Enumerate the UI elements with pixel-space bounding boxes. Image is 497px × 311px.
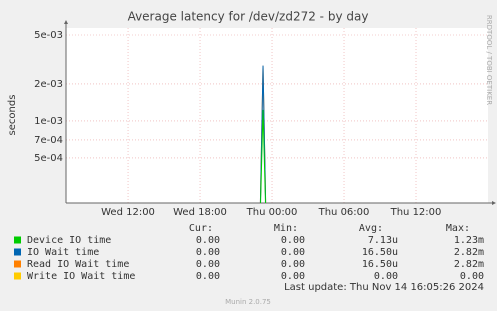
legend-stat: 0.00 bbox=[196, 247, 220, 258]
x-tick-label: Thu 12:00 bbox=[390, 207, 442, 218]
legend-header: Avg: bbox=[359, 223, 383, 234]
legend-stat: 1.23m bbox=[454, 235, 484, 246]
legend-header: Cur: bbox=[189, 223, 213, 234]
footer: Munin 2.0.75 bbox=[225, 298, 271, 306]
x-tick-label: Thu 06:00 bbox=[318, 207, 370, 218]
legend-label: Read IO Wait time bbox=[27, 259, 129, 270]
legend-label: IO Wait time bbox=[27, 247, 99, 258]
legend-stat: 0.00 bbox=[281, 247, 305, 258]
legend-label: Device IO time bbox=[27, 235, 111, 246]
legend-swatch bbox=[14, 272, 21, 280]
legend-header: Min: bbox=[274, 223, 298, 234]
y-tick-label: 5e-03 bbox=[34, 30, 63, 41]
legend-stat: 0.00 bbox=[460, 271, 484, 282]
legend-stat: 2.82m bbox=[454, 259, 484, 270]
legend-swatch bbox=[14, 248, 21, 256]
legend-stat: 0.00 bbox=[281, 271, 305, 282]
legend-stat: 0.00 bbox=[196, 271, 220, 282]
legend-stat: 0.00 bbox=[281, 259, 305, 270]
x-tick-label: Wed 18:00 bbox=[173, 207, 227, 218]
x-tick-label: Wed 12:00 bbox=[101, 207, 155, 218]
legend-stat: 0.00 bbox=[196, 259, 220, 270]
axis-arrow bbox=[64, 20, 68, 24]
legend-stat: 2.82m bbox=[454, 247, 484, 258]
y-axis-label: seconds bbox=[7, 95, 18, 136]
legend-stat: 16.50u bbox=[362, 247, 398, 258]
legend-stat: 0.00 bbox=[374, 271, 398, 282]
legend-header: Max: bbox=[446, 223, 470, 234]
series-line bbox=[260, 109, 266, 203]
y-tick-label: 1e-03 bbox=[34, 116, 63, 127]
y-tick-label: 2e-03 bbox=[34, 79, 63, 90]
y-tick-label: 7e-04 bbox=[34, 135, 63, 146]
legend-stat: 16.50u bbox=[362, 259, 398, 270]
y-tick-label: 5e-04 bbox=[34, 153, 63, 164]
legend-swatch bbox=[14, 260, 21, 268]
x-tick-label: Thu 00:00 bbox=[246, 207, 298, 218]
side-text: RRDTOOL / TOBI OETIKER bbox=[485, 15, 493, 105]
series-group bbox=[259, 65, 267, 203]
last-update: Last update: Thu Nov 14 16:05:26 2024 bbox=[284, 282, 484, 293]
legend-swatch bbox=[14, 236, 21, 244]
chart-title: Average latency for /dev/zd272 - by day bbox=[128, 10, 369, 24]
plot-area bbox=[66, 28, 488, 203]
legend-stat: 0.00 bbox=[196, 235, 220, 246]
legend-stat: 0.00 bbox=[281, 235, 305, 246]
legend-label: Write IO Wait time bbox=[27, 271, 135, 282]
legend-stat: 7.13u bbox=[368, 235, 398, 246]
axis-arrow bbox=[492, 201, 496, 205]
